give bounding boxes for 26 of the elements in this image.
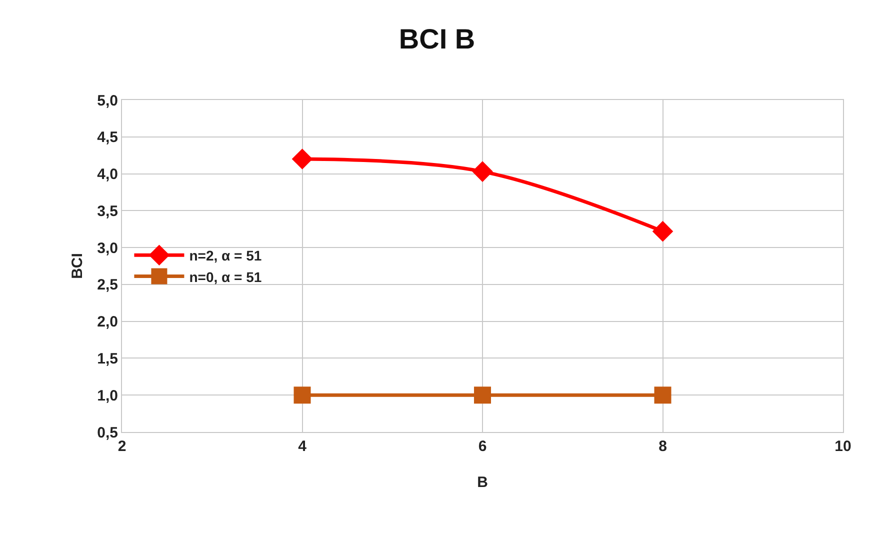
point <box>654 386 672 404</box>
point <box>652 220 674 242</box>
y-tick-label: 4,0 <box>97 166 118 184</box>
x-axis-title: B <box>477 474 488 491</box>
chart-title: BCI B <box>398 24 476 55</box>
point <box>292 148 313 170</box>
point <box>472 161 493 182</box>
legend-label: n=0, α = 51 <box>189 268 262 285</box>
legend-label: n=2, α = 51 <box>189 248 262 264</box>
y-tick-label: 1,5 <box>97 350 118 368</box>
y-tick-label: 5,0 <box>97 92 118 110</box>
y-tick-label: 2,5 <box>97 276 118 294</box>
y-tick-label: 1,0 <box>97 387 118 404</box>
x-tick-label: 8 <box>658 438 667 455</box>
x-tick-label: 4 <box>298 438 308 455</box>
x-tick-label: 6 <box>478 438 487 455</box>
y-tick-label: 4,5 <box>97 129 118 146</box>
y-tick-label: 2,0 <box>97 314 118 331</box>
point <box>294 386 311 404</box>
y-tick-label: 0,5 <box>97 424 118 442</box>
x-tick-label: 10 <box>834 438 852 455</box>
x-tick-label: 2 <box>118 438 126 455</box>
y-tick-label: 3,0 <box>97 240 118 257</box>
y-tick-label: 3,5 <box>97 202 118 220</box>
point <box>474 386 491 404</box>
y-axis-title: BCI <box>69 253 86 279</box>
